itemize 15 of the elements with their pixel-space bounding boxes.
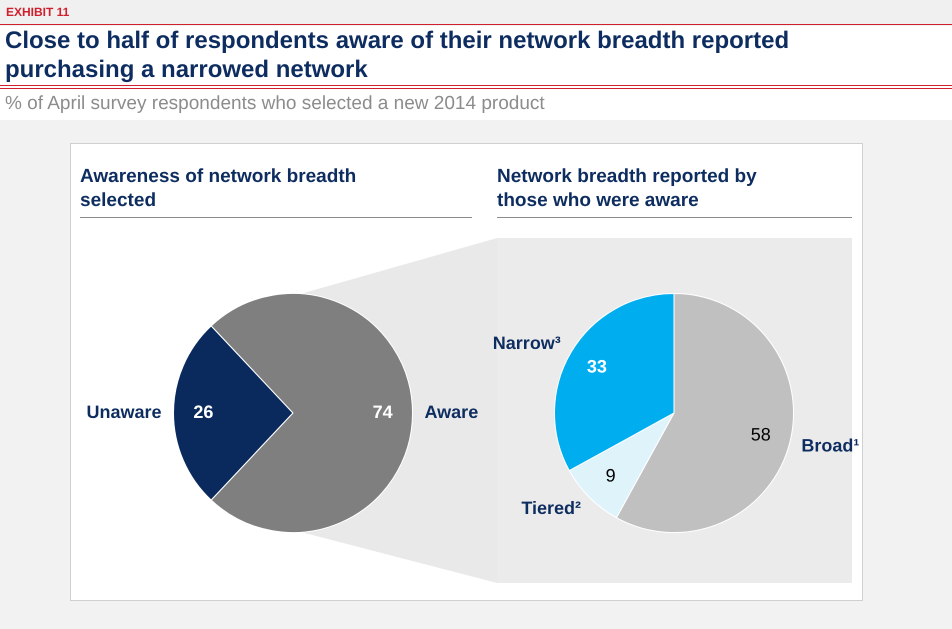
text: % of April survey respondents who selected a new 2014 product (5, 93, 545, 115)
slice-label: Unaware (86, 402, 162, 422)
data-label: 26 (193, 402, 214, 422)
text: Close to half of respondents aware of their network breadth reported purchasing a narrowed network (5, 26, 790, 84)
data-label: 58 (750, 424, 771, 444)
data-label: 33 (586, 356, 607, 376)
data-label: 9 (606, 465, 616, 486)
slice-label: Broad¹ (801, 436, 860, 456)
chart-title: Network breadth reported by those who were aware (497, 165, 758, 213)
slice-label: Aware (424, 402, 478, 422)
slice-label: Narrow³ (492, 332, 561, 353)
slice-label: Tiered² (521, 498, 582, 518)
text: EXHIBIT 11 (6, 5, 70, 19)
chart-title: Awareness of network breadth selected (80, 165, 358, 213)
data-label: 74 (372, 402, 393, 422)
